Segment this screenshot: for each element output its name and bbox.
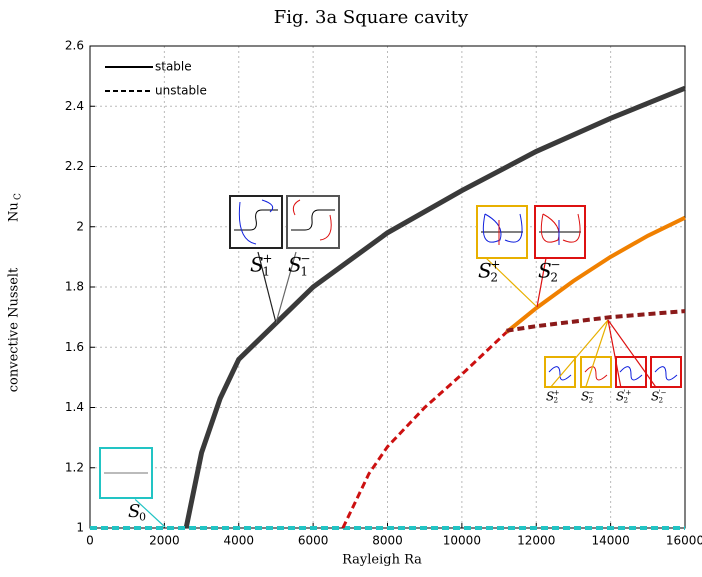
x-tick-label: 10000	[443, 534, 481, 548]
legend-label: unstable	[155, 84, 207, 98]
series-line	[506, 309, 686, 333]
y-tick-label: 2.2	[65, 159, 84, 173]
annotation-sub: 1	[300, 265, 308, 279]
legend-label: stable	[155, 60, 192, 74]
x-tick-label: 16000	[666, 534, 702, 548]
y-axis-label-group: convective Nusselt Nu C	[7, 193, 24, 392]
annotation-arrow	[275, 251, 297, 324]
x-tick-label: 4000	[223, 534, 254, 548]
y-tick-label: 1.6	[65, 340, 84, 354]
annotation-sup: '−	[658, 388, 666, 397]
annotation-sub: 0	[139, 510, 146, 523]
annotation-arrow	[607, 319, 622, 388]
annotation-sup: +	[553, 388, 559, 397]
annotation-arrow	[257, 251, 277, 324]
annotation-sub: 2	[588, 396, 593, 405]
y-tick-label: 1.8	[65, 280, 84, 294]
annotation-arrow	[485, 257, 538, 308]
annotation-sup: −	[550, 258, 560, 272]
annotation-arrow	[607, 319, 657, 388]
annotation-base: S	[651, 390, 659, 404]
series-line	[341, 331, 508, 529]
annotation-sub: 1	[262, 265, 270, 279]
annotation-base: S	[546, 390, 554, 404]
series-line	[505, 215, 686, 334]
y-axis-symbol: Nu	[7, 202, 22, 222]
annotation-arrow	[550, 319, 609, 388]
y-tick-label: 2	[76, 219, 84, 233]
annotation-sup: −	[300, 252, 310, 266]
annotation-sub: 2	[550, 271, 558, 285]
annotation-base: S	[581, 390, 589, 404]
annotation-base: S	[128, 501, 140, 522]
y-axis-label: convective Nusselt	[7, 267, 22, 392]
annotation-sup: +	[490, 258, 500, 272]
annotation-sup: +	[262, 252, 272, 266]
y-tick-label: 1.4	[65, 400, 84, 414]
y-tick-label: 2.4	[65, 99, 84, 113]
y-tick-label: 2.6	[65, 39, 84, 53]
annotation-sup: '+	[623, 388, 631, 397]
annotation-sub: 2	[490, 271, 498, 285]
y-axis-symbol-sub: C	[14, 193, 24, 200]
x-tick-label: 2000	[149, 534, 180, 548]
x-tick-label: 0	[86, 534, 94, 548]
annotation-sup: −	[588, 388, 594, 397]
annotation-sub: 2	[623, 396, 628, 405]
annotation-base: S	[538, 259, 552, 283]
insets	[99, 195, 682, 499]
x-tick-label: 8000	[372, 534, 403, 548]
plot-area	[89, 45, 686, 530]
annotation-base: S	[250, 253, 264, 277]
x-tick-label: 6000	[298, 534, 329, 548]
annotation-base: S	[616, 390, 624, 404]
y-tick-label: 1	[76, 521, 84, 535]
annotation-sub: 2	[658, 396, 663, 405]
annotation-arrow	[585, 319, 609, 388]
annotation-sub: 2	[553, 396, 558, 405]
annotation-arrow	[134, 498, 166, 528]
annotation-arrow	[536, 257, 547, 308]
x-tick-label: 14000	[592, 534, 630, 548]
chart-title: Fig. 3a Square cavity	[274, 7, 469, 28]
series-line	[183, 85, 686, 529]
y-tick-label: 1.2	[65, 460, 84, 474]
annotation-base: S	[478, 259, 492, 283]
annotation-base: S	[288, 253, 302, 277]
x-tick-label: 12000	[517, 534, 555, 548]
x-axis-label: Rayleigh Ra	[342, 553, 422, 568]
